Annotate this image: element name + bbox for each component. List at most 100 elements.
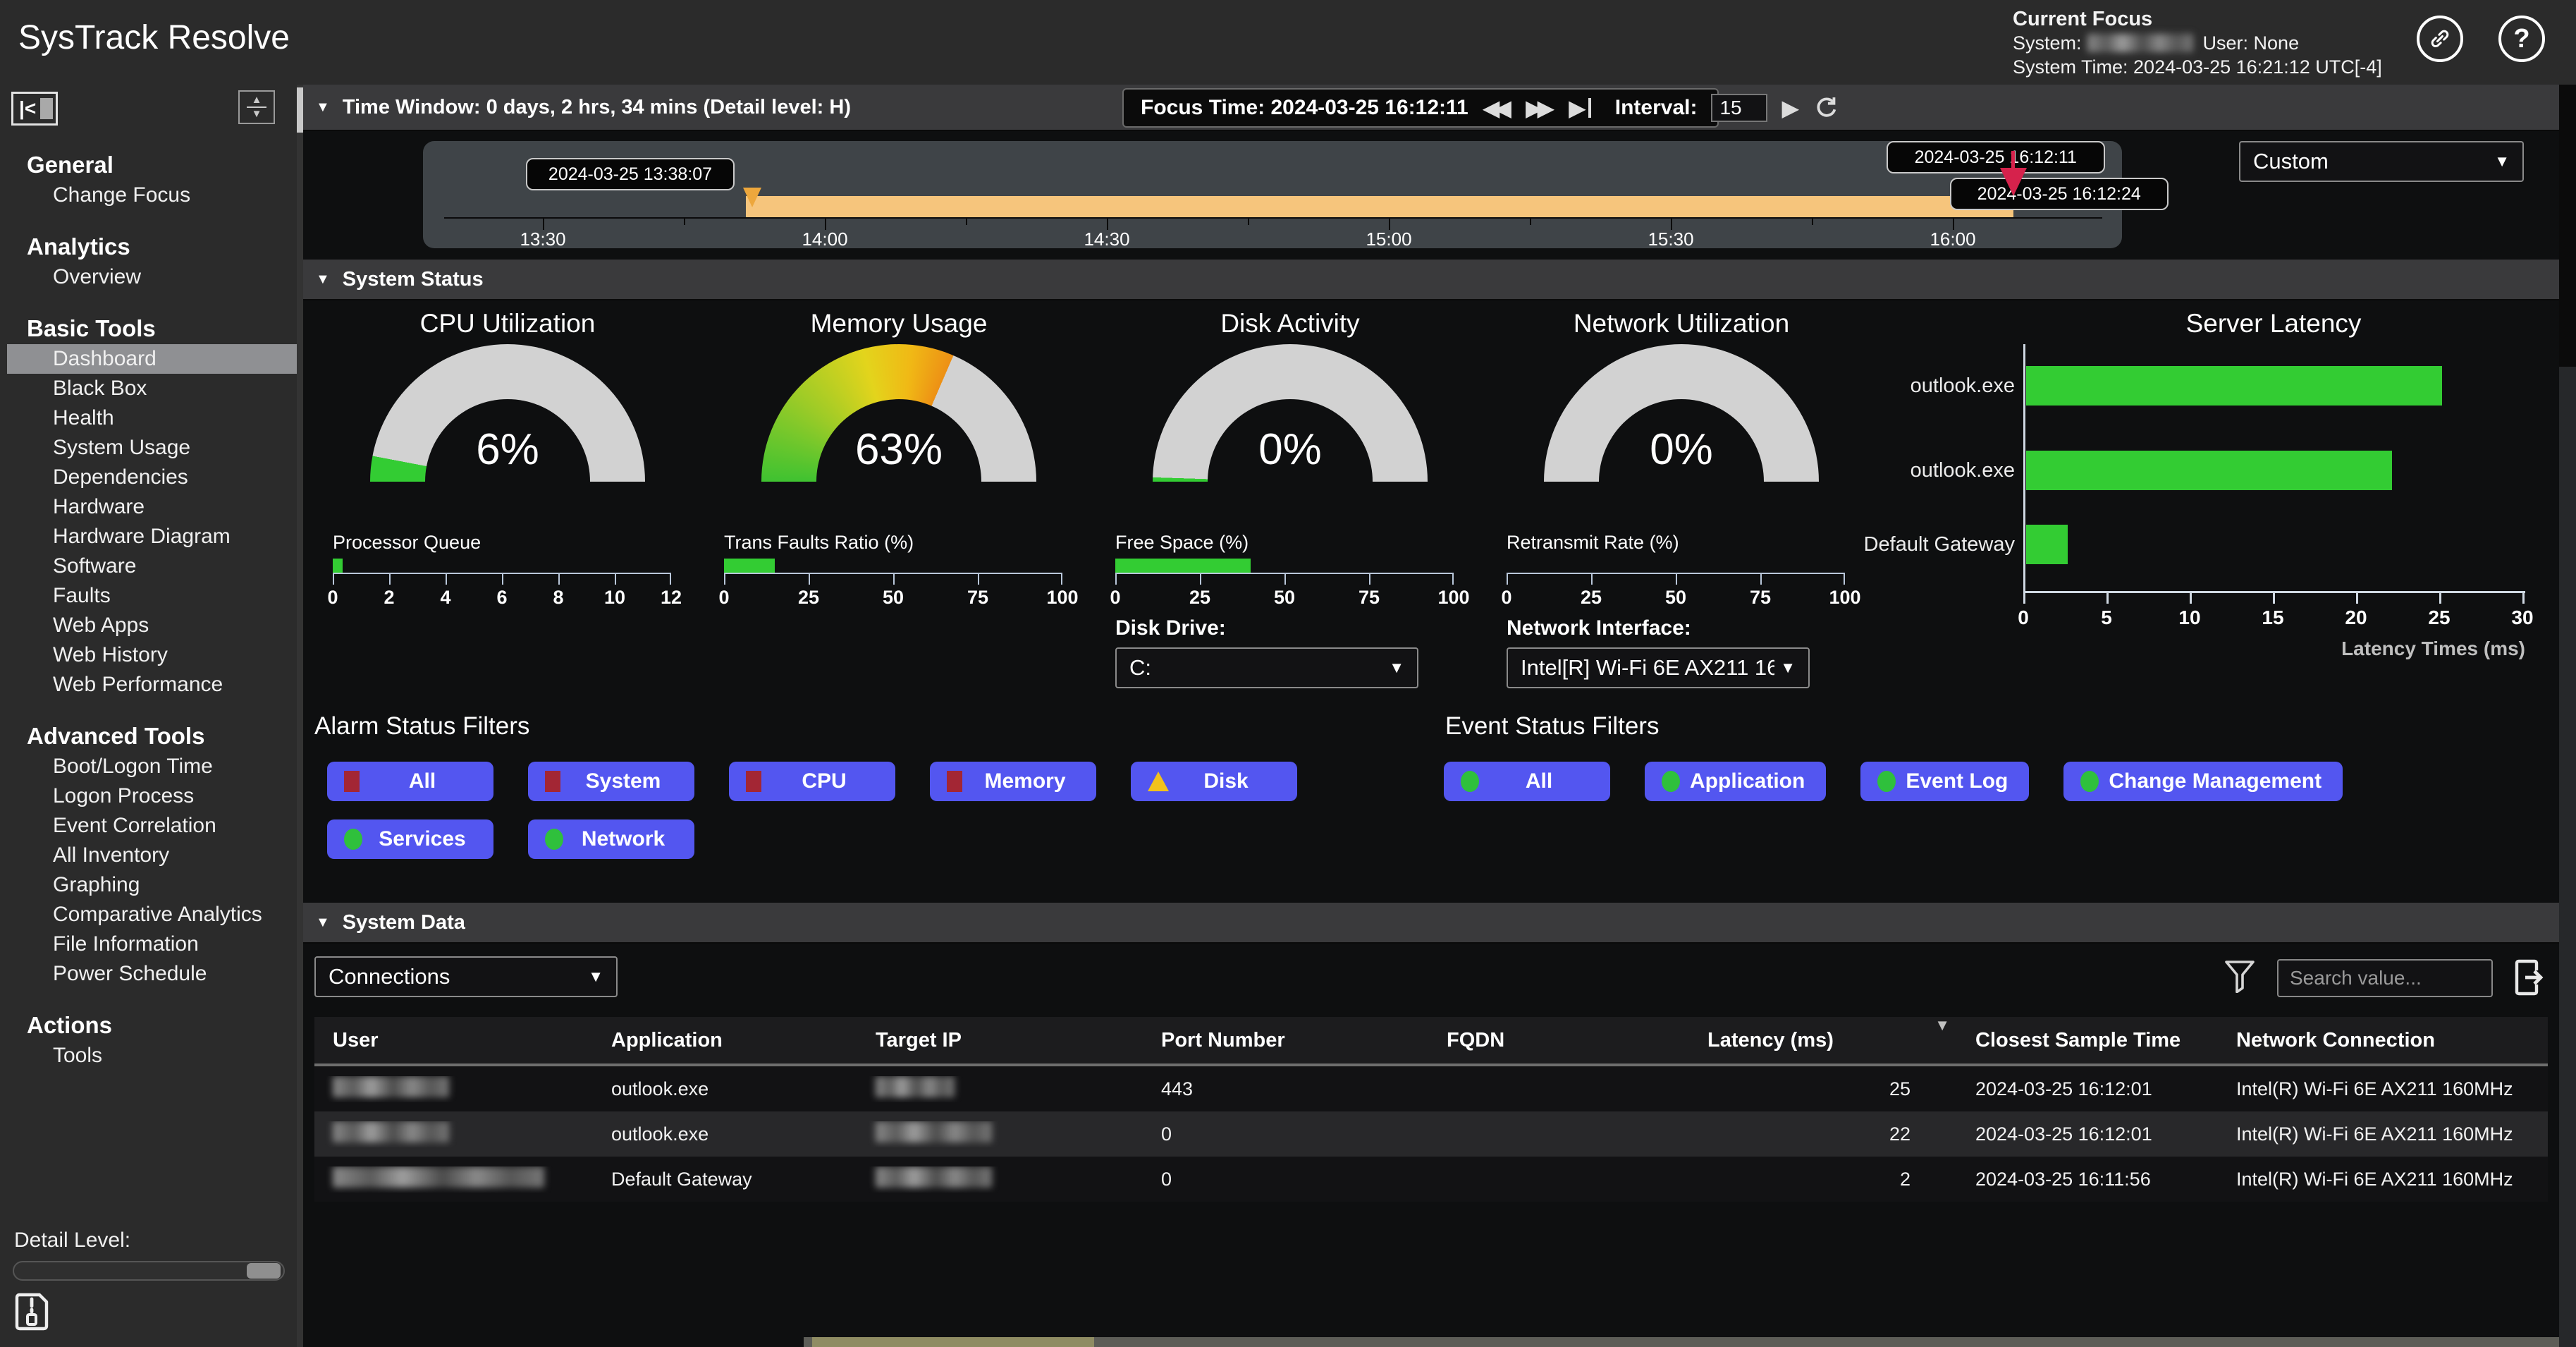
cell-port: 443 [1161, 1078, 1194, 1099]
gauge-dropdown-network-interface[interactable]: Intel[R] Wi-Fi 6E AX211 160M ▼ [1507, 647, 1810, 688]
sidebar-item-web-history[interactable]: Web History [53, 643, 168, 666]
sidebar-item-faults[interactable]: Faults [53, 584, 111, 607]
rewind-button[interactable]: ◀◀ [1482, 95, 1511, 121]
skip-to-end-button[interactable]: ▶ [1569, 95, 1591, 121]
sidebar-item-web-apps[interactable]: Web Apps [53, 614, 149, 637]
sidebar-item-tools[interactable]: Tools [53, 1044, 103, 1067]
sidebar-item-boot-logon-time[interactable]: Boot/Logon Time [53, 755, 213, 778]
system-status-section-header[interactable]: ▼ System Status [303, 260, 2559, 300]
vertical-scrollbar[interactable] [2559, 85, 2576, 1347]
cell-application: outlook.exe [611, 1123, 709, 1145]
alarm-filter-button-all[interactable]: All [327, 762, 493, 801]
window-start-marker[interactable] [742, 188, 761, 207]
sidebar-item-overview[interactable]: Overview [53, 265, 142, 288]
vertical-scrollbar-thumb[interactable] [2559, 85, 2576, 367]
sidebar-item-logon-process[interactable]: Logon Process [53, 784, 195, 807]
collapse-caret-icon[interactable]: ▼ [316, 914, 330, 930]
column-header-port-number[interactable]: Port Number [1161, 1028, 1285, 1052]
horizontal-scrollbar[interactable] [804, 1337, 2559, 1347]
target_ip-redacted [876, 1121, 992, 1142]
scale-tick-label: 50 [882, 587, 904, 608]
column-header-user[interactable]: User [333, 1028, 379, 1052]
alarm-filter-button-disk[interactable]: Disk [1131, 762, 1297, 801]
sidebar-collapse-button[interactable]: |< [11, 92, 58, 126]
filter-icon[interactable] [2224, 959, 2256, 993]
search-input[interactable] [2277, 959, 2493, 997]
column-header-fqdn[interactable]: FQDN [1447, 1028, 1505, 1052]
event-filter-button-application[interactable]: Application [1645, 762, 1827, 801]
sidebar-item-change-focus[interactable]: Change Focus [53, 183, 191, 207]
sidebar-item-hardware-diagram[interactable]: Hardware Diagram [53, 525, 231, 548]
link-icon[interactable] [2417, 16, 2463, 62]
alarm-filter-button-services[interactable]: Services [327, 819, 493, 859]
sidebar-item-graphing[interactable]: Graphing [53, 873, 140, 896]
alarm-filter-button-network[interactable]: Network [528, 819, 694, 859]
current-focus-panel: Current Focus System: User: None System T… [2013, 7, 2382, 79]
column-header-latency-ms[interactable]: Latency (ms) ▼ [1707, 1016, 1950, 1052]
scale-tick [445, 573, 447, 585]
refresh-button[interactable] [1813, 95, 1840, 121]
event-filter-button-event-log[interactable]: Event Log [1860, 762, 2030, 801]
interval-input[interactable] [1711, 94, 1768, 122]
cell-user [314, 1121, 593, 1147]
help-icon[interactable]: ? [2498, 16, 2545, 62]
sidebar-item-dependencies[interactable]: Dependencies [53, 465, 188, 489]
gauge-dropdown-disk-drive[interactable]: C: ▼ [1115, 647, 1418, 688]
scale-tick-label: 0 [718, 587, 730, 608]
sidebar-item-system-usage[interactable]: System Usage [53, 436, 191, 459]
table-row[interactable]: outlook.exe 0 22 2024-03-25 16:12:01 Intel(R… [314, 1111, 2548, 1157]
alarm-filter-button-system[interactable]: System [528, 762, 694, 801]
sidebar-splitter-button[interactable]: ▲ ▼ [238, 90, 275, 124]
alarm-filter-button-memory[interactable]: Memory [930, 762, 1096, 801]
column-header-closest-sample-time[interactable]: Closest Sample Time [1975, 1028, 2181, 1052]
sidebar-section-title: General [27, 152, 114, 178]
event-filter-button-change-management[interactable]: Change Management [2063, 762, 2343, 801]
cell-port: 0 [1161, 1168, 1172, 1190]
horizontal-scrollbar-thumb[interactable] [812, 1337, 1094, 1347]
collapse-caret-icon[interactable]: ▼ [316, 99, 330, 115]
latency-x-tick [2439, 593, 2441, 604]
column-header-application[interactable]: Application [611, 1028, 723, 1052]
sidebar-item-dashboard[interactable]: Dashboard [7, 344, 316, 374]
gauge-scale-fill [333, 559, 343, 573]
data-view-dropdown[interactable]: Connections ▼ [314, 956, 618, 997]
latency-x-tick-label: 0 [2018, 607, 2029, 628]
circle-status-icon [545, 829, 563, 850]
timeline-axis [444, 217, 2102, 219]
alarm-filter-button-cpu[interactable]: CPU [729, 762, 895, 801]
column-header-target-ip[interactable]: Target IP [876, 1028, 962, 1052]
export-icon[interactable] [2508, 958, 2545, 997]
detail-level-slider[interactable] [13, 1261, 285, 1281]
sidebar-scrollbar[interactable] [297, 85, 303, 1347]
play-button[interactable]: ▶ [1781, 95, 1800, 121]
sidebar-item-comparative-analytics[interactable]: Comparative Analytics [53, 903, 262, 926]
sidebar-item-web-performance[interactable]: Web Performance [53, 673, 223, 696]
sidebar-item-all-inventory[interactable]: All Inventory [53, 843, 170, 867]
sidebar-item-black-box[interactable]: Black Box [53, 377, 147, 400]
sidebar-scrollbar-thumb[interactable] [297, 87, 303, 133]
sidebar-item-file-information[interactable]: File Information [53, 932, 199, 956]
column-header-network-connection[interactable]: Network Connection [2236, 1028, 2435, 1052]
sidebar-item-hardware[interactable]: Hardware [53, 495, 145, 518]
sidebar-item-software[interactable]: Software [53, 554, 137, 578]
timeline-panel[interactable]: 13:30 14:00 14:30 15:00 15:30 16:00 2024-03-2… [423, 141, 2169, 250]
sidebar-nav: General Change Focus Analytics Overview Basi… [0, 150, 316, 1092]
table-row[interactable]: outlook.exe 443 25 2024-03-25 16:12:01 Intel… [314, 1066, 2548, 1111]
time-range-preset-dropdown[interactable]: Custom ▼ [2239, 141, 2524, 182]
sidebar-item-event-correlation[interactable]: Event Correlation [53, 814, 216, 837]
latency-y-axis [2023, 344, 2025, 592]
system-data-section-header[interactable]: ▼ System Data [303, 903, 2559, 944]
sidebar-item-health[interactable]: Health [53, 406, 114, 429]
gauge-title: Disk Activity [1220, 309, 1360, 338]
time-window-band[interactable] [745, 196, 2013, 217]
detail-level-slider-thumb[interactable] [247, 1263, 281, 1279]
fast-forward-button[interactable]: ▶▶ [1525, 95, 1554, 121]
chevron-down-icon: ▼ [1780, 659, 1796, 676]
sidebar-item-power-schedule[interactable]: Power Schedule [53, 962, 207, 985]
save-layout-icon[interactable] [13, 1292, 51, 1331]
event-filter-button-all[interactable]: All [1444, 762, 1610, 801]
collapse-caret-icon[interactable]: ▼ [316, 271, 330, 287]
user-redacted [333, 1121, 449, 1142]
table-row[interactable]: Default Gateway 0 2 2024-03-25 16:11:56 Inte… [314, 1157, 2548, 1202]
timeline-minor-tick [1812, 217, 1813, 225]
